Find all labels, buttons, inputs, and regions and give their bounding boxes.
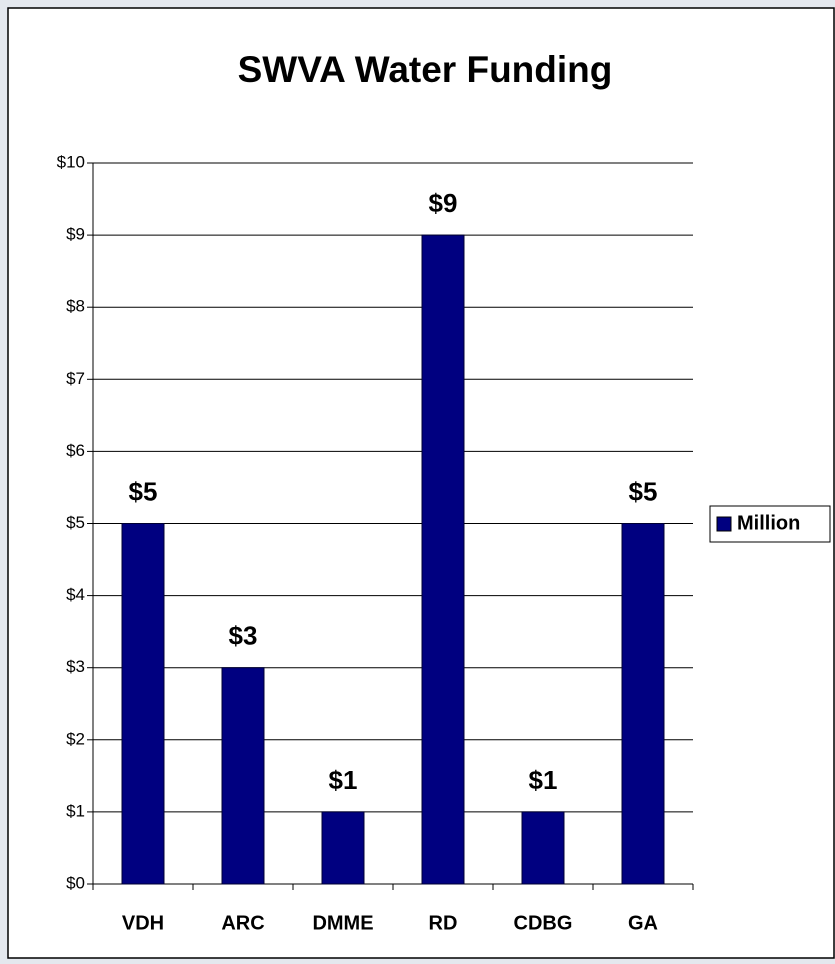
legend-swatch [716,516,732,532]
data-label: $1 [329,765,358,795]
y-tick-label: $8 [66,297,85,316]
data-label: $9 [429,188,458,218]
bar [321,811,365,885]
data-label: $3 [229,621,258,651]
y-tick-label: $5 [66,513,85,532]
y-tick-label: $0 [66,873,85,892]
y-tick-label: $9 [66,225,85,244]
bar [521,811,565,885]
data-label: $1 [529,765,558,795]
legend-label: Million [737,512,800,534]
x-tick-label: ARC [221,912,264,934]
y-tick-label: $1 [66,801,85,820]
data-label: $5 [129,476,158,506]
bar [421,234,465,885]
y-tick-label: $6 [66,441,85,460]
y-tick-label: $10 [57,152,85,171]
y-tick-label: $7 [66,369,85,388]
legend-box [709,505,831,543]
x-tick-label: GA [628,912,658,934]
x-tick-label: RD [429,912,458,934]
bar [221,667,265,885]
y-tick-label: $3 [66,657,85,676]
bar [621,523,665,885]
x-tick-label: DMME [312,912,373,934]
x-tick-label: VDH [122,912,164,934]
bar [121,523,165,885]
data-label: $5 [629,476,658,506]
y-tick-label: $4 [66,585,85,604]
x-tick-label: CDBG [514,912,573,934]
y-tick-label: $2 [66,729,85,748]
chart-title: SWVA Water Funding [238,49,613,90]
